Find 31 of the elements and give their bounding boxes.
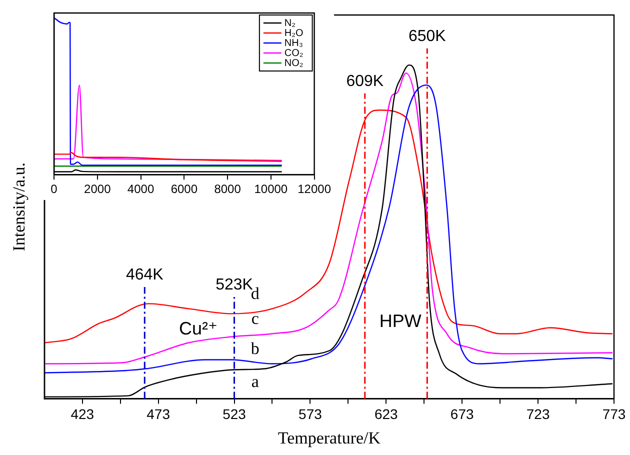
- ref-line-label: 464K: [126, 266, 164, 284]
- x-tick-label: 6000: [170, 182, 198, 196]
- series-label: d: [250, 284, 260, 304]
- annotation: Cu²⁺: [178, 318, 218, 339]
- x-tick-label: 423: [70, 406, 94, 422]
- legend-label: N₂: [284, 18, 296, 29]
- y-axis-title: Intensity/a.u.: [10, 162, 29, 252]
- x-tick-label: 12000: [298, 182, 332, 196]
- x-tick-label: 2000: [84, 182, 112, 196]
- series-label: c: [251, 309, 260, 328]
- legend-label: NO₂: [284, 58, 304, 69]
- annotation: HPW: [379, 311, 422, 332]
- series-label: a: [251, 372, 260, 392]
- legend-label: H₂O: [284, 28, 304, 39]
- x-tick-label: 673: [450, 406, 474, 422]
- x-tick-label: 623: [374, 406, 398, 422]
- x-tick-label: 523: [222, 406, 246, 422]
- x-tick-label: 8000: [214, 182, 242, 196]
- legend-label: CO₂: [284, 48, 304, 59]
- x-tick-label: 573: [298, 406, 322, 422]
- x-tick-label: 723: [526, 406, 550, 422]
- x-tick-label: 10000: [254, 182, 288, 196]
- x-tick-label: 4000: [127, 182, 154, 196]
- x-tick-label: 0: [50, 182, 58, 196]
- legend-label: NH₃: [284, 38, 303, 49]
- x-tick-label: 473: [146, 406, 170, 422]
- series-label: b: [250, 339, 260, 358]
- x-axis-title: Temperature/K: [278, 428, 382, 448]
- ref-line-label: 650K: [408, 28, 446, 45]
- ref-line-label: 609K: [346, 72, 384, 90]
- x-tick-label: 773: [602, 406, 626, 422]
